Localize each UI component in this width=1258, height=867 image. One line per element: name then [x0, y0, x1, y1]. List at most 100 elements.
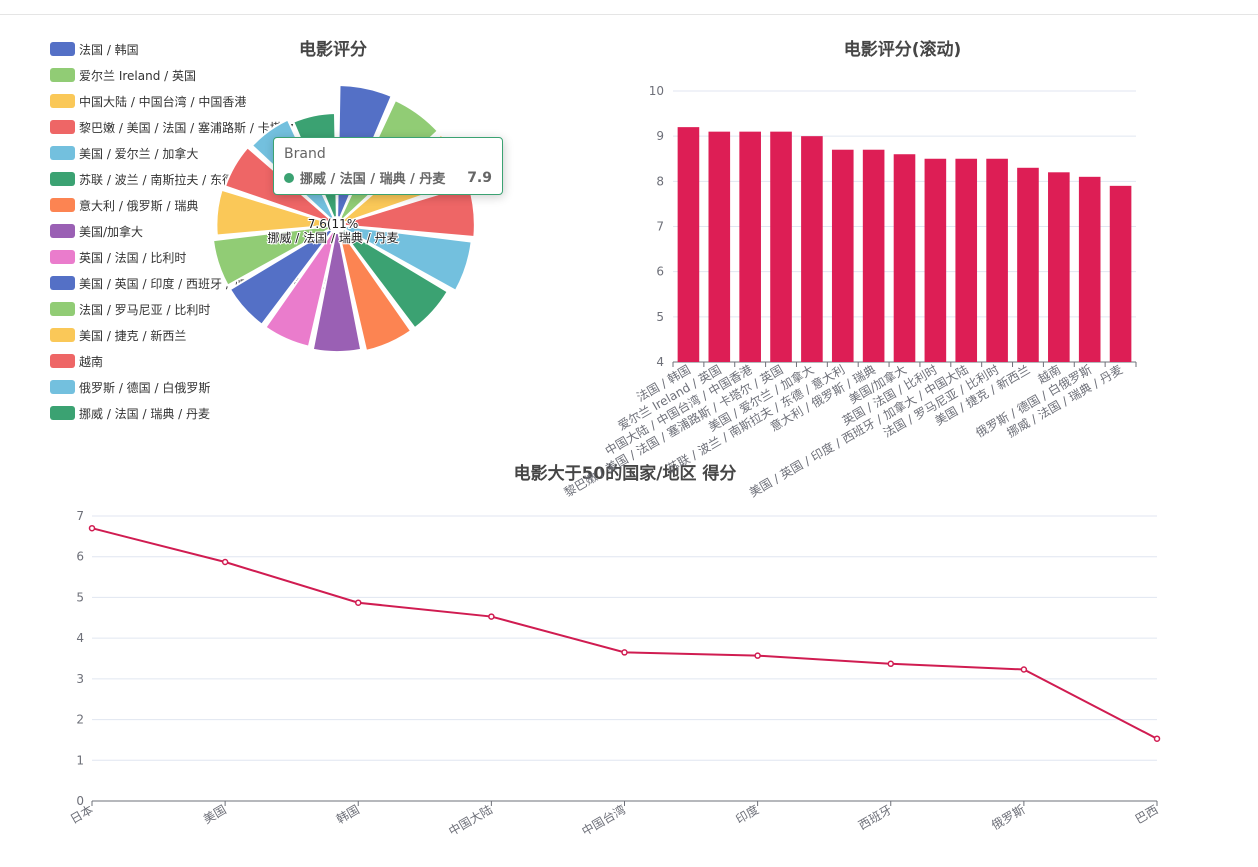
- line-y-tick-label: 7: [76, 509, 84, 523]
- line-point: [221, 558, 229, 566]
- legend-label: 越南: [79, 354, 104, 369]
- line-x-tick-label: 中国大陆: [446, 802, 495, 839]
- legend-swatch-icon: [50, 406, 75, 420]
- bar: [1109, 185, 1132, 362]
- bar: [893, 154, 916, 362]
- legend-label: 英国 / 法国 / 比利时: [79, 250, 187, 265]
- bar-y-tick-label: 6: [656, 265, 664, 279]
- legend-label: 美国 / 捷克 / 新西兰: [79, 328, 187, 343]
- bar: [831, 149, 854, 362]
- legend-swatch-icon: [50, 68, 75, 82]
- pie-slice: [340, 228, 449, 330]
- line-point: [88, 524, 96, 532]
- line-y-tick-label: 4: [76, 631, 84, 645]
- pie-slice: [342, 224, 473, 292]
- bar-y-tick-label: 10: [649, 84, 664, 98]
- legend-item[interactable]: 俄罗斯 / 德国 / 白俄罗斯: [50, 374, 329, 400]
- legend-item[interactable]: 挪威 / 法国 / 瑞典 / 丹麦: [50, 400, 329, 426]
- legend-swatch-icon: [50, 380, 75, 394]
- legend-swatch-icon: [50, 302, 75, 316]
- bar: [862, 149, 885, 362]
- bar-y-tick-label: 7: [656, 220, 664, 234]
- bar: [924, 158, 947, 362]
- legend-item[interactable]: 黎巴嫩 / 美国 / 法国 / 塞浦路斯 / 卡塔尔 / 英国: [50, 114, 329, 140]
- browser-top-strip: [0, 0, 1258, 15]
- legend-swatch-icon: [50, 276, 75, 290]
- legend-swatch-icon: [50, 120, 75, 134]
- line-chart: 0 1 2 3 4 5 6 7 日本 美国 韩国 中国大陆 中国台湾 印度 西班牙 俄罗斯 巴西: [68, 509, 1161, 839]
- pie-chart-title: 电影评分: [299, 40, 367, 60]
- legend-swatch-icon: [50, 172, 75, 186]
- bar: [739, 131, 761, 362]
- pie-slice: [228, 228, 334, 326]
- tooltip-item-name: 挪威 / 法国 / 瑞典 / 丹麦: [300, 172, 446, 187]
- line-series: [91, 527, 1158, 740]
- bar: [677, 127, 700, 362]
- legend-label: 法国 / 罗马尼亚 / 比利时: [79, 302, 211, 317]
- bar: [770, 131, 792, 362]
- line-point: [621, 649, 628, 656]
- pie-slice: [212, 224, 332, 287]
- legend-swatch-icon: [50, 42, 75, 56]
- legend-item[interactable]: 英国 / 法国 / 比利时: [50, 244, 329, 270]
- legend-item[interactable]: 中国大陆 / 中国台湾 / 中国香港: [50, 88, 329, 114]
- bar: [986, 158, 1008, 362]
- bar-y-tick-label: 4: [656, 355, 664, 369]
- line-y-tick-label: 0: [76, 794, 84, 808]
- pie-tooltip: Brand 挪威 / 法国 / 瑞典 / 丹麦 7.9: [273, 137, 503, 195]
- legend-item[interactable]: 爱尔兰 Ireland / 英国: [50, 62, 329, 88]
- bar-chart-title: 电影评分(滚动): [843, 40, 962, 60]
- legend-item[interactable]: 法国 / 韩国: [50, 36, 329, 62]
- legend-label: 挪威 / 法国 / 瑞典 / 丹麦: [79, 406, 211, 421]
- bar: [1048, 172, 1070, 362]
- line-y-tick-label: 6: [76, 550, 84, 564]
- line-x-tick-label: 巴西: [1133, 802, 1161, 826]
- bar: [1078, 176, 1101, 362]
- legend-item[interactable]: 意大利 / 俄罗斯 / 瑞典: [50, 192, 329, 218]
- pie-slice: [337, 230, 413, 352]
- legend-label: 爱尔兰 Ireland / 英国: [79, 68, 196, 83]
- line-point: [355, 599, 362, 606]
- legend-label: 美国/加拿大: [79, 224, 144, 239]
- line-x-tick-label: 美国: [201, 802, 229, 826]
- line-point: [887, 660, 894, 668]
- legend-item[interactable]: 美国/加拿大: [50, 218, 329, 244]
- legend-item[interactable]: 美国 / 捷克 / 新西兰: [50, 322, 329, 348]
- legend-swatch-icon: [50, 146, 75, 160]
- line-chart-title: 电影大于50的国家/地区 得分: [513, 464, 737, 484]
- legend-label: 美国 / 爱尔兰 / 加拿大: [79, 146, 199, 161]
- line-point: [1153, 735, 1161, 742]
- line-x-tick-label: 日本: [68, 802, 96, 826]
- line-x-tick-label: 俄罗斯: [989, 802, 1027, 832]
- line-x-tick-label: 中国台湾: [579, 802, 628, 839]
- line-point: [488, 613, 495, 620]
- legend-item[interactable]: 美国 / 爱尔兰 / 加拿大: [50, 140, 329, 166]
- legend-swatch-icon: [50, 328, 75, 342]
- legend-swatch-icon: [50, 354, 75, 368]
- legend-item[interactable]: 法国 / 罗马尼亚 / 比利时: [50, 296, 329, 322]
- tooltip-item-value: 7.9: [467, 169, 492, 186]
- legend-item[interactable]: 越南: [50, 348, 329, 374]
- line-y-tick-label: 3: [76, 672, 84, 686]
- pie-slice: [264, 230, 337, 348]
- bar: [801, 136, 823, 362]
- legend-swatch-icon: [50, 224, 75, 238]
- tooltip-series-name: Brand: [284, 146, 326, 162]
- line-x-tick-label: 韩国: [333, 802, 361, 827]
- line-y-tick-label: 2: [76, 713, 84, 727]
- bar-y-tick-label: 5: [656, 310, 664, 324]
- line-x-tick-label: 印度: [733, 802, 761, 827]
- legend-label: 黎巴嫩 / 美国 / 法国 / 塞浦路斯 / 卡塔尔 / 英国: [79, 120, 330, 135]
- bar: [955, 158, 978, 362]
- legend-swatch-icon: [50, 198, 75, 212]
- bar: [708, 131, 731, 362]
- bar: [1017, 167, 1039, 362]
- tooltip-marker-icon: [284, 172, 294, 183]
- bar-y-tick-label: 9: [656, 129, 664, 143]
- line-y-tick-label: 5: [76, 590, 84, 604]
- pie-slice: [215, 188, 331, 237]
- legend-swatch-icon: [50, 94, 75, 108]
- legend-label: 俄罗斯 / 德国 / 白俄罗斯: [79, 380, 211, 395]
